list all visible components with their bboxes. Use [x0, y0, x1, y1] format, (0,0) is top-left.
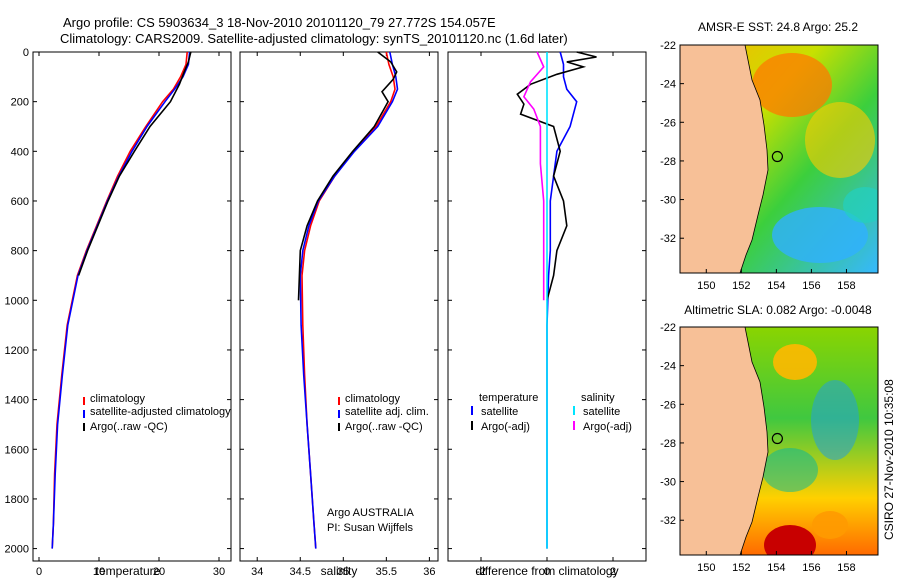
lat-tick-label: -32	[660, 515, 676, 527]
lat-tick-label: -28	[660, 156, 676, 168]
sla-high-patch	[812, 511, 848, 539]
x-tick-label: -2	[476, 566, 486, 578]
lon-tick-label: 150	[697, 280, 715, 292]
temperature-panel: 0 10 20 30 0 200 400 600 800 1000 1200 1400 1600 1800…	[5, 47, 232, 578]
argo-float-marker	[771, 150, 783, 163]
legend-label-sal-satellite: satellite	[583, 406, 620, 418]
series-line-temperature-argo-adj-	[516, 51, 597, 301]
timestamp-label: CSIRO 27-Nov-2010 10:35:08	[882, 379, 896, 540]
y-tick-label: 800	[11, 246, 29, 258]
series-line-argo-raw-qc-	[297, 51, 398, 301]
x-tick-label: 2	[610, 566, 616, 578]
sst-cool-patch	[843, 187, 878, 223]
argo-float-marker	[771, 432, 783, 445]
lon-tick-label: 156	[802, 280, 820, 292]
temperature-axes-frame	[32, 51, 232, 562]
x-tick-label: 10	[93, 566, 105, 578]
lat-tick-label: -30	[660, 195, 676, 207]
lat-tick-label: -24	[660, 79, 676, 91]
land-australia	[680, 327, 769, 555]
x-tick-label: 35.5	[376, 566, 397, 578]
lon-tick-label: 150	[697, 562, 715, 574]
lon-tick-label: 158	[837, 280, 855, 292]
sla-low-patch	[811, 380, 859, 460]
figure-title-line1: Argo profile: CS 5903634_3 18-Nov-2010 2…	[63, 15, 496, 30]
difference-legend: temperature satellite Argo(-adj) salinit…	[471, 392, 632, 433]
series-line-argo-raw-qc-	[77, 51, 192, 276]
x-tick-label: 36	[423, 566, 435, 578]
lat-tick-label: -32	[660, 233, 676, 245]
legend-label-sal-argo: Argo(-adj)	[583, 421, 632, 433]
salinity-legend: climatology satellite adj. clim. Argo(..…	[338, 393, 429, 433]
lat-tick-label: -26	[660, 399, 676, 411]
difference-xlabel: difference from climatology	[475, 564, 618, 578]
y-tick-label: 1400	[5, 395, 29, 407]
y-tick-label: 1200	[5, 345, 29, 357]
y-tick-label: 0	[23, 47, 29, 59]
sla-map-frame	[679, 326, 879, 556]
x-tick-label: 0	[36, 566, 42, 578]
figure-title-line2: Climatology: CARS2009. Satellite-adjuste…	[60, 31, 568, 46]
legend-heading-salinity: salinity	[581, 392, 615, 404]
lat-tick-label: -30	[660, 477, 676, 489]
salinity-axes-frame	[239, 51, 439, 562]
lat-tick-label: -28	[660, 438, 676, 450]
y-tick-label: 1600	[5, 444, 29, 456]
lon-tick-label: 158	[837, 562, 855, 574]
legend-label-temp-satellite: satellite	[481, 406, 518, 418]
sst-warm-patch	[752, 53, 832, 117]
legend-label-argo: Argo(..raw -QC)	[345, 421, 423, 433]
lon-tick-label: 154	[767, 280, 785, 292]
x-tick-label: 34	[251, 566, 263, 578]
lat-tick-label: -24	[660, 361, 676, 373]
sla-low-patch	[762, 448, 818, 492]
x-tick-label: 0	[544, 566, 550, 578]
lon-tick-label: 152	[732, 562, 750, 574]
temperature-legend: climatology satellite-adjusted climatolo…	[83, 393, 231, 433]
x-tick-label: 34.5	[290, 566, 311, 578]
annotation-pi-name: PI: Susan Wijffels	[327, 522, 413, 534]
difference-panel: -2 0 2 temperature satellite Argo(-adj) sa…	[447, 51, 647, 578]
y-tick-label: 400	[11, 146, 29, 158]
sst-cool-patch	[772, 207, 868, 263]
salinity-xlabel: salinity	[321, 564, 358, 578]
sst-warm-patch	[805, 102, 875, 178]
legend-label-argo: Argo(..raw -QC)	[90, 421, 168, 433]
lat-tick-label: -22	[660, 40, 676, 52]
lon-tick-label: 156	[802, 562, 820, 574]
y-tick-label: 1800	[5, 494, 29, 506]
lat-tick-label: -26	[660, 117, 676, 129]
series-line-salinity-argo-adj-	[522, 51, 545, 301]
legend-label-climatology: climatology	[345, 393, 401, 405]
legend-label-satellite: satellite-adjusted climatology	[90, 406, 231, 418]
salinity-panel: 34 34.5 35 35.5 36 climatology satellite adj…	[239, 51, 439, 578]
lat-tick-label: -22	[660, 322, 676, 334]
lon-tick-label: 152	[732, 280, 750, 292]
series-line-satellite-adj-clim-	[299, 51, 399, 549]
sst-map-title: AMSR-E SST: 24.8 Argo: 25.2	[698, 20, 858, 34]
x-tick-label: 20	[153, 566, 165, 578]
sla-high-patch	[773, 344, 817, 380]
legend-heading-temperature: temperature	[479, 392, 538, 404]
legend-label-temp-argo: Argo(-adj)	[481, 421, 530, 433]
lon-tick-label: 154	[767, 562, 785, 574]
y-tick-label: 1000	[5, 295, 29, 307]
sst-map-panel: AMSR-E SST: 24.8 Argo: 25.2 150 152 154 156…	[660, 20, 879, 292]
temperature-xlabel: temperature	[96, 564, 161, 578]
sla-map-panel: Altimetric SLA: 0.082 Argo: -0.0048 150 1…	[660, 303, 879, 574]
y-tick-label: 2000	[5, 544, 29, 556]
annotation-argo-australia: Argo AUSTRALIA	[327, 507, 414, 519]
legend-label-climatology: climatology	[90, 393, 146, 405]
x-tick-label: 30	[213, 566, 225, 578]
x-tick-label: 35	[337, 566, 349, 578]
y-tick-label: 200	[11, 97, 29, 109]
y-tick-label: 600	[11, 196, 29, 208]
land-australia	[680, 45, 769, 273]
sst-map-frame	[679, 44, 879, 274]
sla-map-title: Altimetric SLA: 0.082 Argo: -0.0048	[684, 303, 872, 317]
sla-high-patch	[764, 525, 816, 555]
legend-label-satellite: satellite adj. clim.	[345, 406, 429, 418]
